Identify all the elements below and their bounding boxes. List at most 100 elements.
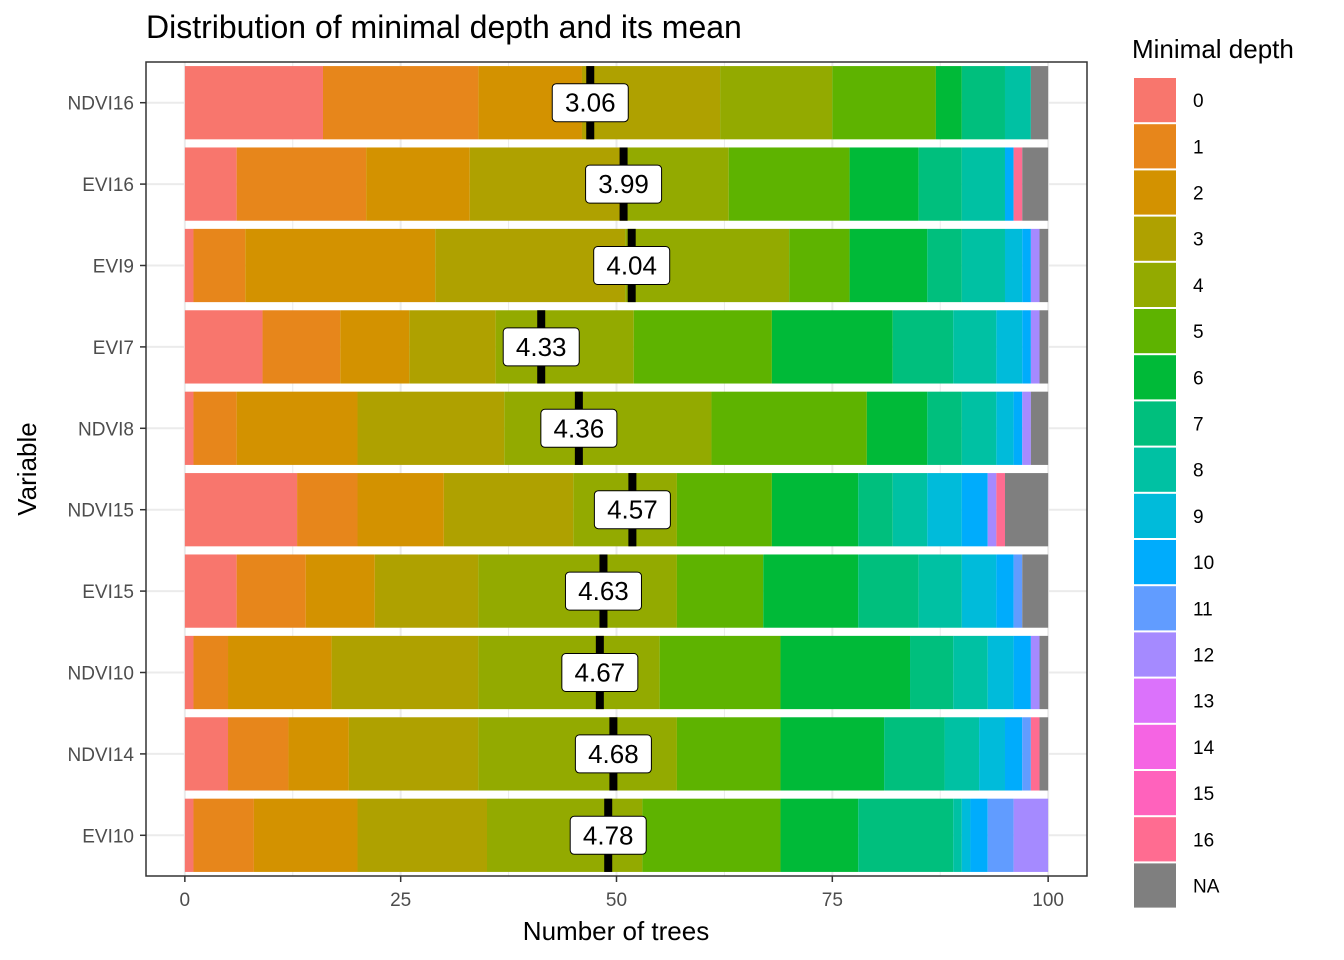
bar-segment-EVI16-6 bbox=[849, 147, 919, 221]
bar-segment-NDVI8-12 bbox=[1022, 391, 1031, 465]
legend-key bbox=[1134, 586, 1176, 631]
bar-segment-NDVI14-11 bbox=[1022, 717, 1031, 791]
bar-segment-EVI15-1 bbox=[236, 554, 306, 628]
bar-segment-EVI7-8 bbox=[953, 310, 997, 384]
x-axis-ticks: 0 25 50 75 100 bbox=[180, 876, 1064, 911]
bar-segment-EVI7-1 bbox=[262, 310, 341, 384]
bar-segment-NDVI8-7 bbox=[927, 391, 962, 465]
mean-label: 4.36 bbox=[554, 413, 605, 443]
mean-label-box bbox=[593, 490, 671, 530]
bar-segment-NDVI8-2 bbox=[236, 391, 358, 465]
bar-segment-NDVI15-0 bbox=[184, 473, 298, 547]
bar-segment-EVI10-12 bbox=[1013, 798, 1049, 872]
x-tick-label: 50 bbox=[606, 890, 627, 911]
bar-segment-NDVI15-12 bbox=[987, 473, 997, 547]
legend-label: 8 bbox=[1193, 461, 1204, 482]
bar-segment-NDVI15-1 bbox=[297, 473, 358, 547]
bar-segment-NDVI14-16 bbox=[1030, 717, 1040, 791]
bar-segment-NDVI14-7 bbox=[884, 717, 945, 791]
x-tick-label: 75 bbox=[822, 890, 843, 911]
legend-key bbox=[1134, 78, 1176, 123]
bar-segment-EVI16-7 bbox=[918, 147, 962, 221]
mean-label-box bbox=[569, 815, 647, 855]
bar-segment-EVI15-8 bbox=[918, 554, 962, 628]
bar-segment-EVI9-7 bbox=[927, 228, 962, 303]
legend-label: 12 bbox=[1193, 646, 1214, 667]
legend-key bbox=[1134, 309, 1176, 354]
mean-label-box bbox=[540, 408, 618, 448]
legend-label: 2 bbox=[1193, 184, 1204, 205]
bar-segment-NDVI14-2 bbox=[288, 717, 349, 791]
bar-segment-NDVI16-1 bbox=[322, 66, 479, 140]
bar-segment-EVI10-6 bbox=[780, 798, 859, 872]
bar-segment-NDVI14-10 bbox=[1004, 717, 1023, 791]
bar-segment-NDVI16-8 bbox=[1004, 66, 1031, 140]
bar-segment-EVI15-10 bbox=[996, 554, 1014, 628]
bar-segment-EVI15-2 bbox=[305, 554, 375, 628]
y-axis-ticks: NDVI16 EVI16 EVI9 EVI7 NDVI8 NDVI15 EVI15 NDVI1… bbox=[67, 94, 146, 847]
legend-key bbox=[1134, 632, 1176, 677]
bar-segment-NDVI15-9 bbox=[927, 473, 962, 547]
bar-segment-NDVI15-7 bbox=[858, 473, 893, 547]
mean-label: 3.99 bbox=[598, 169, 649, 199]
bar-segment-EVI7-9 bbox=[996, 310, 1023, 384]
x-tick-label: 0 bbox=[180, 890, 191, 911]
bar-segment-NDVI8-5 bbox=[711, 391, 867, 465]
legend-key bbox=[1134, 540, 1176, 585]
bar-segment-EVI7-3 bbox=[409, 310, 496, 384]
x-tick-label: 100 bbox=[1032, 890, 1064, 911]
y-tick-label: EVI7 bbox=[93, 338, 134, 359]
legend-key bbox=[1134, 262, 1176, 307]
bar-segment-NDVI8-3 bbox=[357, 391, 505, 465]
mean-label: 4.33 bbox=[516, 332, 567, 362]
legend-key bbox=[1134, 771, 1176, 816]
mean-label: 4.68 bbox=[588, 739, 639, 769]
legend-label: 6 bbox=[1193, 368, 1204, 389]
bar-segment-NDVI8-8 bbox=[961, 391, 997, 465]
bar-segment-EVI9-5 bbox=[789, 228, 850, 303]
bar-segment-EVI9-8 bbox=[961, 228, 1005, 303]
legend-key bbox=[1134, 817, 1176, 862]
bar-segment-NDVI10-8 bbox=[953, 635, 988, 710]
bar-segment-EVI10-8 bbox=[953, 798, 962, 872]
bar-segment-EVI9-9 bbox=[1004, 228, 1023, 303]
legend-label: 1 bbox=[1193, 137, 1204, 158]
bar-segment-NDVI16-NA bbox=[1030, 66, 1049, 140]
bar-segment-EVI10-0 bbox=[184, 798, 194, 872]
legend-key bbox=[1134, 124, 1176, 169]
bar-segment-EVI7-0 bbox=[184, 310, 263, 384]
bar-segment-NDVI10-10 bbox=[1013, 635, 1031, 710]
bar-segment-NDVI15-16 bbox=[996, 473, 1005, 547]
bar-segment-NDVI16-6 bbox=[935, 66, 962, 140]
bar-segment-EVI9-NA bbox=[1039, 228, 1049, 303]
bar-segment-EVI16-16 bbox=[1013, 147, 1023, 221]
bar-segment-NDVI15-NA bbox=[1004, 473, 1049, 547]
bar-segment-NDVI10-12 bbox=[1030, 635, 1040, 710]
x-tick-label: 25 bbox=[390, 890, 411, 911]
bar-segment-NDVI10-6 bbox=[780, 635, 911, 710]
bar-segment-EVI7-12 bbox=[1030, 310, 1040, 384]
mean-label: 4.57 bbox=[607, 495, 658, 525]
bar-segment-EVI16-2 bbox=[366, 147, 470, 221]
legend-key bbox=[1134, 355, 1176, 400]
bar-segment-NDVI14-1 bbox=[228, 717, 289, 791]
bar-segment-NDVI14-NA bbox=[1039, 717, 1049, 791]
bar-segment-EVI10-7 bbox=[858, 798, 954, 872]
legend-label: NA bbox=[1193, 877, 1220, 898]
y-tick-label: NDVI16 bbox=[67, 94, 134, 115]
mean-label: 3.06 bbox=[565, 88, 616, 118]
bar-segment-EVI10-9 bbox=[961, 798, 971, 872]
legend-label: 3 bbox=[1193, 230, 1204, 251]
bar-segment-NDVI15-5 bbox=[676, 473, 772, 547]
bar-segment-NDVI14-6 bbox=[780, 717, 885, 791]
mean-label: 4.04 bbox=[606, 251, 657, 281]
mean-label-box bbox=[502, 327, 580, 367]
y-tick-label: EVI9 bbox=[93, 257, 134, 278]
legend-label: 0 bbox=[1193, 91, 1204, 112]
legend-label: 13 bbox=[1193, 692, 1214, 713]
bar-segment-EVI10-2 bbox=[253, 798, 358, 872]
bar-segment-NDVI8-1 bbox=[193, 391, 237, 465]
legend-label: 15 bbox=[1193, 784, 1214, 805]
bar-segment-NDVI16-0 bbox=[184, 66, 323, 140]
bar-segment-EVI9-1 bbox=[193, 228, 246, 303]
